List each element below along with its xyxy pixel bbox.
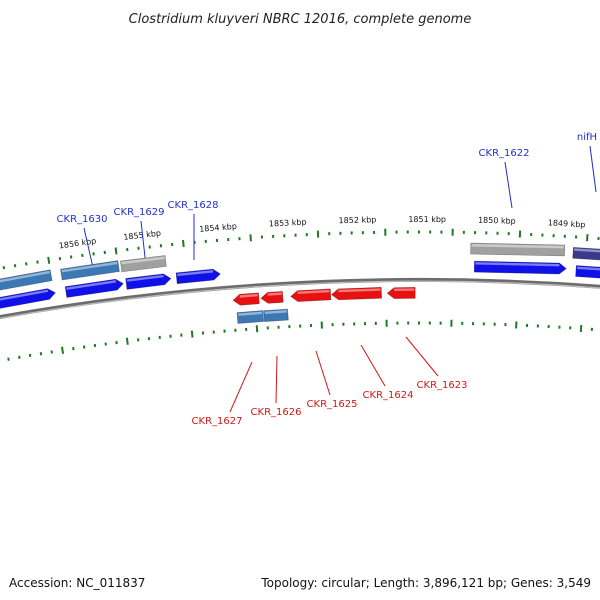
reverse-gene-label[interactable]: CKR_1626 bbox=[251, 407, 302, 418]
forward-gene[interactable] bbox=[0, 287, 56, 311]
kbp-label: 1853 kbp bbox=[269, 218, 307, 229]
map-title: Clostridium kluyveri NBRC 12016, complet… bbox=[129, 12, 472, 27]
inner-tick-mark bbox=[61, 346, 65, 354]
inner-tick-mark bbox=[125, 337, 129, 345]
reverse-gene[interactable] bbox=[386, 287, 416, 299]
leader-line bbox=[504, 161, 513, 209]
forward-gene[interactable] bbox=[64, 278, 124, 298]
label-leader-lines bbox=[83, 145, 597, 413]
kbp-label: 1856 kbp bbox=[58, 236, 97, 250]
outer-tick-mark bbox=[114, 247, 118, 255]
reverse-gene[interactable] bbox=[260, 291, 284, 304]
kbp-label: 1854 kbp bbox=[199, 222, 237, 234]
reverse-gene-label[interactable]: CKR_1623 bbox=[417, 380, 468, 391]
forward-gene[interactable] bbox=[175, 268, 221, 285]
feature-shape bbox=[120, 255, 167, 273]
feature-shape bbox=[260, 291, 284, 304]
feature-shape bbox=[0, 269, 53, 294]
reverse-gene[interactable] bbox=[232, 292, 260, 306]
feature-highlight bbox=[577, 266, 600, 272]
feature-highlight bbox=[238, 311, 263, 316]
forward-gene-label[interactable]: CKR_1628 bbox=[168, 200, 219, 211]
forward-gene-label[interactable]: CKR_1629 bbox=[114, 207, 165, 218]
outer-tick-mark bbox=[182, 239, 185, 248]
feature-shape bbox=[290, 288, 332, 302]
outer-scale-ticks bbox=[2, 228, 600, 270]
forward-gene[interactable] bbox=[473, 260, 567, 275]
feature-shape bbox=[0, 288, 56, 311]
feature-highlight bbox=[121, 256, 165, 265]
leader-line bbox=[229, 361, 253, 413]
feature-highlight bbox=[264, 310, 287, 314]
forward-gene[interactable] bbox=[125, 273, 172, 290]
feature-highlight bbox=[239, 293, 258, 298]
feature-highlight bbox=[574, 248, 600, 254]
reverse-gene-label[interactable]: CKR_1625 bbox=[307, 399, 358, 410]
feature-shape bbox=[263, 308, 289, 322]
reverse-gene-label[interactable]: CKR_1627 bbox=[192, 416, 243, 427]
feature-highlight bbox=[475, 262, 560, 267]
feature-shape bbox=[125, 273, 172, 290]
feature-highlight bbox=[0, 289, 49, 303]
kbp-label: 1852 kbp bbox=[339, 215, 377, 225]
feature-highlight bbox=[61, 261, 118, 273]
reverse-cds[interactable] bbox=[263, 308, 289, 322]
feature-shape bbox=[470, 242, 566, 257]
forward-gene-label[interactable]: CKR_1622 bbox=[479, 148, 530, 159]
feature-shape bbox=[330, 286, 382, 301]
feature-highlight bbox=[126, 274, 164, 282]
kbp-label: 1850 kbp bbox=[478, 216, 516, 226]
feature-shape bbox=[175, 268, 221, 285]
feature-shape bbox=[232, 292, 260, 306]
reverse-gene-label[interactable]: CKR_1624 bbox=[363, 390, 414, 401]
outer-tick-mark bbox=[2, 265, 6, 270]
feature-highlight bbox=[66, 280, 117, 290]
feature-shape bbox=[236, 310, 265, 324]
feature-highlight bbox=[177, 270, 214, 277]
reverse-cds[interactable] bbox=[236, 310, 265, 324]
feature-shape bbox=[575, 265, 600, 279]
topology-text: Topology: circular; Length: 3,896,121 bp… bbox=[261, 576, 591, 590]
feature-highlight bbox=[394, 288, 415, 292]
gene-features bbox=[0, 242, 600, 324]
genome-backbone bbox=[0, 278, 600, 320]
inner-tick-mark bbox=[190, 330, 194, 338]
leader-line bbox=[275, 355, 278, 404]
feature-highlight bbox=[0, 270, 50, 286]
outer-tick-mark bbox=[47, 256, 51, 264]
feature-shape bbox=[60, 260, 120, 281]
forward-gene-label[interactable]: CKR_1630 bbox=[57, 214, 108, 225]
inner-scale-ticks bbox=[7, 319, 593, 361]
forward-cds[interactable] bbox=[572, 247, 600, 262]
feature-shape bbox=[64, 278, 124, 298]
leader-line bbox=[360, 344, 386, 387]
reverse-gene[interactable] bbox=[290, 288, 332, 302]
kbp-label: 1851 kbp bbox=[408, 215, 446, 224]
pseudo-feature[interactable] bbox=[120, 255, 167, 273]
leader-line bbox=[589, 145, 597, 193]
feature-highlight bbox=[471, 244, 564, 249]
forward-gene[interactable] bbox=[575, 265, 600, 280]
inner-tick-mark bbox=[18, 355, 21, 359]
forward-cds[interactable] bbox=[60, 260, 120, 281]
leader-line bbox=[405, 336, 439, 377]
feature-shape bbox=[473, 260, 567, 275]
forward-gene-label[interactable]: nifH bbox=[577, 132, 597, 143]
kbp-label: 1849 kbp bbox=[548, 218, 586, 229]
feature-shape bbox=[386, 287, 416, 299]
accession-text: Accession: NC_011837 bbox=[9, 576, 146, 590]
feature-highlight bbox=[338, 288, 381, 293]
feature-highlight bbox=[267, 292, 282, 296]
forward-cds[interactable] bbox=[0, 269, 53, 294]
leader-line bbox=[315, 350, 331, 396]
reverse-gene[interactable] bbox=[330, 286, 382, 301]
feature-highlight bbox=[297, 289, 330, 295]
inner-tick-mark bbox=[7, 357, 10, 361]
genome-backbone-highlight bbox=[0, 280, 600, 319]
pseudo-feature[interactable] bbox=[470, 242, 566, 257]
